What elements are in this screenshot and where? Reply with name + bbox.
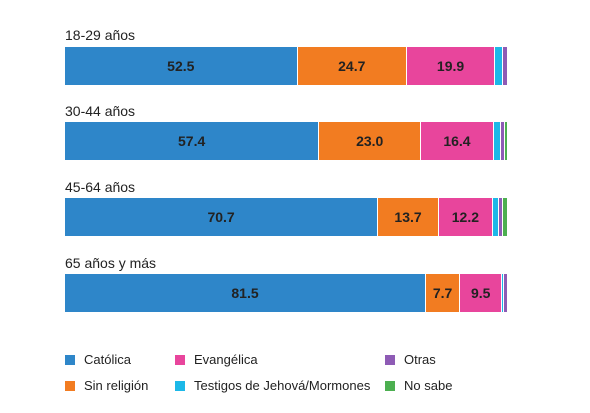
data-label: 9.5: [470, 285, 491, 301]
data-label: 57.4: [178, 133, 206, 149]
legend-swatch: [175, 354, 185, 365]
bar-segment: [502, 198, 508, 236]
bar-segment: 19.9: [406, 47, 496, 85]
legend-item: Católica: [65, 352, 131, 367]
bar-segment: [495, 47, 503, 85]
legend-swatch: [65, 354, 75, 365]
bar-segment: [504, 274, 508, 312]
legend-label: Testigos de Jehová/Mormones: [194, 378, 371, 393]
data-label: 52.5: [167, 58, 195, 74]
bar-segment: [492, 198, 499, 236]
legend-item: No sabe: [385, 378, 452, 393]
legend-label: Evangélica: [194, 352, 258, 367]
legend-label: No sabe: [404, 378, 453, 393]
bar-segment: 81.5: [65, 274, 427, 312]
category-label: 45-64 años: [65, 179, 136, 195]
data-label: 16.4: [443, 133, 471, 149]
chart-legend: Católica Evangélica Otras Sin religión Testi…: [65, 352, 565, 402]
legend-swatch: [385, 380, 395, 391]
bar-segment: [500, 122, 505, 160]
legend-item: Otras: [385, 352, 436, 367]
bar-segment: 12.2: [438, 198, 493, 236]
data-label: 24.7: [338, 58, 366, 74]
data-label: 13.7: [394, 209, 422, 225]
bar-segment: [504, 122, 508, 160]
category-label: 65 años y más: [65, 255, 157, 271]
data-label: 23.0: [356, 133, 384, 149]
legend-label: Otras: [404, 352, 436, 367]
legend-item: Testigos de Jehová/Mormones: [175, 378, 370, 393]
category-label: 30-44 años: [65, 103, 136, 119]
bar-segment: [498, 198, 503, 236]
data-label: 81.5: [231, 285, 259, 301]
legend-label: Sin religión: [84, 378, 149, 393]
data-label: 12.2: [451, 209, 480, 225]
legend-swatch: [385, 354, 395, 365]
data-label: 70.7: [207, 209, 235, 225]
bar-segment: 7.7: [426, 274, 461, 312]
stacked-bar: 70.7 13.7 12.2: [65, 198, 508, 236]
legend-swatch: [65, 380, 75, 391]
bar-segment: [502, 47, 508, 85]
stacked-bar: 57.4 23.0 16.4: [65, 122, 508, 160]
bar-segment: 13.7: [378, 198, 439, 236]
legend-swatch: [175, 380, 185, 391]
category-label: 18-29 años: [65, 27, 136, 43]
bar-segment: 24.7: [297, 47, 407, 85]
legend-item: Evangélica: [175, 352, 258, 367]
bar-segment: 70.7: [65, 198, 379, 236]
bar-segment: 9.5: [460, 274, 503, 312]
bar-segment: 23.0: [319, 122, 422, 160]
data-label: 7.7: [432, 285, 453, 301]
bar-segment: [502, 274, 505, 312]
bar-segment: 52.5: [65, 47, 298, 85]
bar-segment: [493, 122, 501, 160]
data-label: 19.9: [436, 58, 465, 74]
stacked-bar: 81.5 7.7 9.5: [65, 274, 508, 312]
stacked-bar: 52.5 24.7 19.9: [65, 47, 508, 85]
legend-label: Católica: [84, 352, 131, 367]
legend-item: Sin religión: [65, 378, 148, 393]
bar-segment: 57.4: [65, 122, 320, 160]
bar-segment: 16.4: [421, 122, 494, 160]
